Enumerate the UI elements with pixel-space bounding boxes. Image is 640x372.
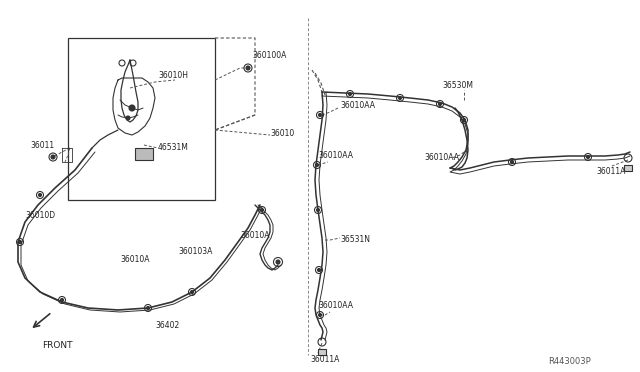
Circle shape: [399, 96, 401, 99]
Text: 36531N: 36531N: [340, 235, 370, 244]
Text: R443003P: R443003P: [548, 357, 591, 366]
Text: 36010AA: 36010AA: [340, 100, 375, 109]
Bar: [68, 38, 215, 200]
Circle shape: [38, 193, 42, 196]
Text: 360103A: 360103A: [178, 247, 212, 257]
Circle shape: [260, 208, 264, 212]
Circle shape: [317, 208, 319, 212]
Circle shape: [511, 160, 513, 164]
Circle shape: [349, 93, 351, 96]
Circle shape: [438, 103, 442, 106]
Text: 46531M: 46531M: [158, 144, 189, 153]
Text: FRONT: FRONT: [42, 340, 72, 350]
Bar: [624, 165, 632, 171]
Text: 36010A: 36010A: [120, 256, 150, 264]
Bar: [318, 349, 326, 355]
Text: 36402: 36402: [155, 321, 179, 330]
Text: 36530M: 36530M: [442, 80, 473, 90]
Circle shape: [126, 116, 130, 120]
Text: 36010: 36010: [270, 128, 294, 138]
Circle shape: [191, 291, 193, 294]
Bar: [135, 148, 153, 160]
Circle shape: [586, 155, 589, 158]
Text: 36010A: 36010A: [240, 231, 269, 240]
Text: 36011: 36011: [30, 141, 54, 150]
Circle shape: [246, 66, 250, 70]
Circle shape: [19, 241, 22, 244]
Text: 36011A: 36011A: [310, 356, 339, 365]
Circle shape: [319, 113, 321, 116]
Circle shape: [129, 105, 135, 111]
Circle shape: [463, 119, 465, 122]
Text: 36010AA: 36010AA: [318, 151, 353, 160]
Circle shape: [276, 260, 280, 264]
Text: 36010D: 36010D: [25, 211, 55, 219]
Text: 36011A: 36011A: [596, 167, 625, 176]
Circle shape: [319, 314, 321, 317]
Text: 36010AA: 36010AA: [318, 301, 353, 310]
Text: 36010H: 36010H: [158, 71, 188, 80]
Text: 360100A: 360100A: [252, 51, 286, 60]
Circle shape: [51, 155, 55, 159]
Text: 36010AA: 36010AA: [424, 154, 459, 163]
Circle shape: [147, 307, 150, 310]
Circle shape: [316, 164, 319, 167]
Circle shape: [61, 298, 63, 301]
Circle shape: [317, 269, 321, 272]
